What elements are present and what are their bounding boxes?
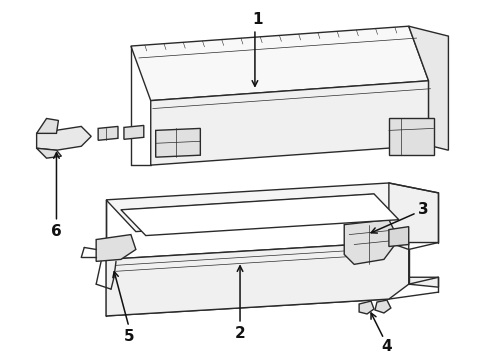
Polygon shape xyxy=(131,26,429,100)
Polygon shape xyxy=(96,235,136,261)
Polygon shape xyxy=(124,125,144,139)
Text: 5: 5 xyxy=(123,329,134,344)
Polygon shape xyxy=(389,183,439,287)
Polygon shape xyxy=(389,118,434,155)
Polygon shape xyxy=(389,227,409,247)
Text: 2: 2 xyxy=(235,326,245,341)
Polygon shape xyxy=(106,183,418,231)
Text: 3: 3 xyxy=(418,202,429,217)
Polygon shape xyxy=(121,194,399,235)
Polygon shape xyxy=(344,220,399,264)
Polygon shape xyxy=(375,300,391,313)
Polygon shape xyxy=(98,126,118,140)
Polygon shape xyxy=(37,148,61,158)
Polygon shape xyxy=(151,81,429,165)
Polygon shape xyxy=(409,26,448,150)
Polygon shape xyxy=(37,126,91,150)
Polygon shape xyxy=(106,243,409,316)
Text: 6: 6 xyxy=(51,224,62,239)
Polygon shape xyxy=(156,129,200,157)
Polygon shape xyxy=(37,118,58,133)
Polygon shape xyxy=(359,301,374,314)
Text: 4: 4 xyxy=(382,339,392,354)
Text: 1: 1 xyxy=(253,12,263,27)
